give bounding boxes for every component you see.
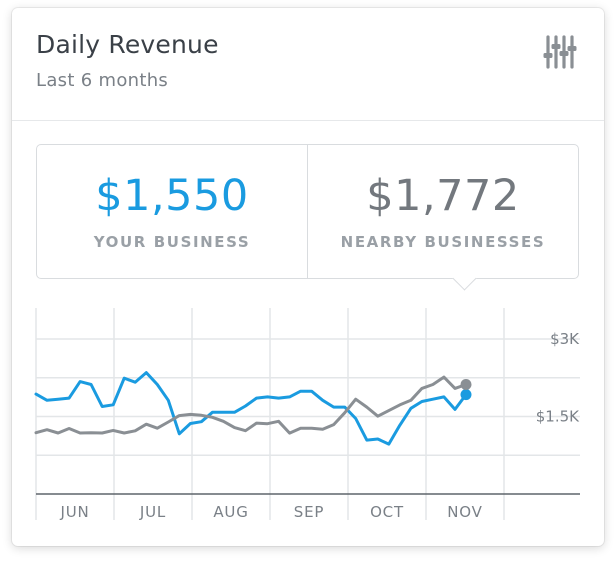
revenue-comparison-panel: $1,550 YOUR BUSINESS $1,772 NEARBY BUSIN… — [36, 144, 579, 279]
nearby-businesses-end-point — [460, 378, 472, 390]
sliders-icon — [543, 35, 577, 69]
nearby-businesses-value: $1,772 — [366, 171, 520, 221]
revenue-line-chart: JUN JUL AUG SEP OCT NOV $3K $1.5K — [34, 308, 580, 521]
y-tick-label: $3K — [550, 330, 580, 348]
nearby-businesses-label: NEARBY BUSINESSES — [340, 233, 546, 251]
settings-button[interactable] — [542, 34, 578, 74]
x-tick-label: NOV — [447, 503, 482, 521]
card-header: Daily Revenue Last 6 months — [12, 8, 604, 121]
card-title: Daily Revenue — [36, 30, 219, 59]
your-business-end-point — [460, 389, 472, 401]
x-tick-label: SEP — [294, 503, 324, 521]
your-business-stat[interactable]: $1,550 YOUR BUSINESS — [37, 145, 308, 278]
nearby-businesses-stat[interactable]: $1,772 NEARBY BUSINESSES — [308, 145, 578, 278]
y-tick-label: $1.5K — [536, 408, 580, 426]
x-tick-label: OCT — [370, 503, 404, 521]
x-tick-label: AUG — [213, 503, 248, 521]
card-subtitle: Last 6 months — [36, 70, 169, 91]
your-business-line — [34, 371, 468, 446]
nearby-businesses-line — [34, 375, 468, 435]
x-tick-label: JUL — [139, 503, 166, 521]
your-business-label: YOUR BUSINESS — [93, 233, 251, 251]
your-business-value: $1,550 — [95, 171, 249, 221]
daily-revenue-card: Daily Revenue Last 6 months $1 — [12, 8, 604, 546]
x-tick-label: JUN — [59, 503, 89, 521]
